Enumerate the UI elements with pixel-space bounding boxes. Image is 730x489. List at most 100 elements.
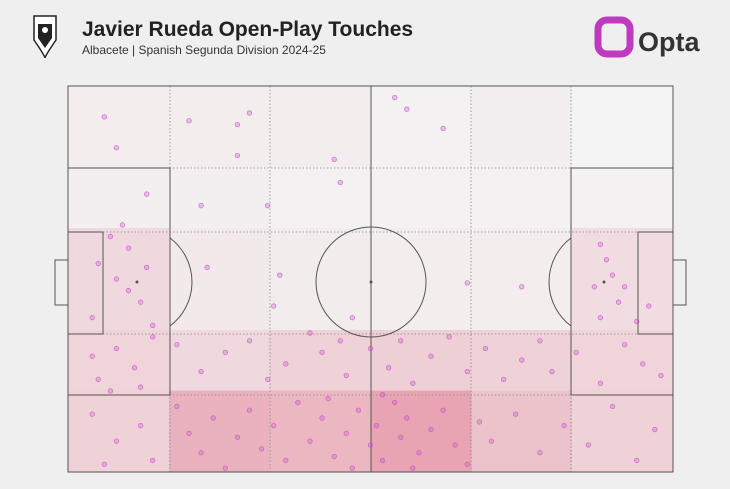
touch bbox=[246, 110, 253, 116]
touch bbox=[222, 349, 228, 355]
touch bbox=[125, 287, 132, 294]
touch bbox=[89, 314, 95, 321]
touch bbox=[500, 376, 507, 383]
touch bbox=[101, 114, 107, 120]
touch bbox=[150, 334, 156, 340]
heat-zone bbox=[371, 167, 472, 228]
club-crest bbox=[33, 15, 57, 59]
touch bbox=[621, 341, 628, 348]
touch bbox=[174, 341, 180, 348]
touch bbox=[283, 361, 289, 367]
heat-zone bbox=[471, 329, 572, 391]
touch bbox=[101, 461, 107, 467]
touch bbox=[234, 434, 241, 440]
heat-zone bbox=[169, 86, 270, 168]
touch bbox=[319, 349, 325, 355]
heat-zone bbox=[572, 86, 673, 167]
touch bbox=[349, 465, 356, 471]
touch bbox=[95, 260, 101, 267]
touch bbox=[440, 407, 446, 413]
touch bbox=[488, 438, 495, 444]
touch bbox=[519, 357, 525, 363]
touch bbox=[355, 407, 362, 413]
touch bbox=[549, 368, 555, 375]
touch bbox=[295, 399, 301, 406]
touch bbox=[398, 434, 404, 440]
touch bbox=[410, 465, 416, 471]
touch bbox=[392, 94, 398, 101]
brand: Opta bbox=[638, 27, 700, 57]
touch bbox=[379, 392, 386, 398]
touch bbox=[325, 396, 331, 402]
touch bbox=[271, 423, 277, 429]
touch bbox=[386, 365, 392, 371]
touch bbox=[283, 457, 289, 464]
heat-zone bbox=[68, 167, 169, 228]
heat-zone bbox=[269, 329, 371, 391]
heat-zone bbox=[370, 228, 472, 330]
touch bbox=[337, 179, 343, 186]
touch bbox=[537, 338, 543, 344]
touch bbox=[331, 156, 337, 162]
touch bbox=[150, 457, 156, 464]
touch bbox=[319, 415, 325, 421]
touch bbox=[428, 426, 434, 433]
touch bbox=[89, 353, 95, 359]
heat-zone bbox=[169, 329, 270, 391]
touch bbox=[198, 368, 204, 375]
touch bbox=[113, 438, 120, 444]
touch bbox=[258, 446, 265, 452]
touch bbox=[186, 430, 192, 437]
touch bbox=[137, 423, 144, 429]
touch bbox=[143, 191, 150, 197]
opta-logo: Opta bbox=[594, 16, 700, 58]
touch bbox=[464, 368, 470, 375]
touch bbox=[416, 450, 422, 456]
touch bbox=[609, 403, 616, 410]
touch bbox=[222, 465, 228, 471]
touch bbox=[603, 257, 610, 263]
touch bbox=[234, 152, 241, 159]
touch bbox=[95, 376, 101, 383]
touch bbox=[246, 407, 253, 413]
heat-zone bbox=[472, 167, 572, 228]
heat-zone bbox=[371, 86, 472, 167]
touch bbox=[597, 241, 604, 247]
heat-zone bbox=[169, 167, 269, 228]
touch bbox=[615, 299, 622, 305]
touch bbox=[210, 415, 216, 421]
touch bbox=[585, 442, 591, 448]
touch bbox=[597, 314, 604, 321]
touch bbox=[476, 419, 483, 425]
heat-zone bbox=[571, 228, 673, 330]
touch bbox=[137, 299, 144, 305]
touch bbox=[337, 338, 343, 344]
touch bbox=[519, 284, 525, 290]
touch bbox=[343, 372, 349, 379]
touch bbox=[198, 203, 204, 209]
heat-zones bbox=[68, 86, 673, 472]
touch bbox=[379, 457, 386, 464]
touch bbox=[131, 365, 138, 371]
heat-zone bbox=[269, 86, 371, 168]
heat-zone bbox=[370, 329, 472, 391]
touches bbox=[89, 94, 664, 471]
touch bbox=[634, 457, 640, 464]
touch bbox=[113, 345, 120, 352]
touch bbox=[658, 372, 664, 379]
touch bbox=[621, 284, 628, 290]
heat-zone bbox=[68, 86, 170, 168]
touch bbox=[561, 423, 567, 429]
touch bbox=[186, 118, 192, 124]
touch bbox=[652, 426, 658, 433]
heat-zone bbox=[572, 167, 673, 228]
touch bbox=[367, 442, 374, 448]
touch bbox=[265, 203, 271, 209]
touch bbox=[198, 450, 204, 456]
touch bbox=[404, 415, 410, 421]
touch bbox=[537, 450, 543, 456]
touch bbox=[137, 384, 144, 390]
pitch-lines bbox=[54, 85, 687, 473]
touch bbox=[113, 276, 120, 282]
